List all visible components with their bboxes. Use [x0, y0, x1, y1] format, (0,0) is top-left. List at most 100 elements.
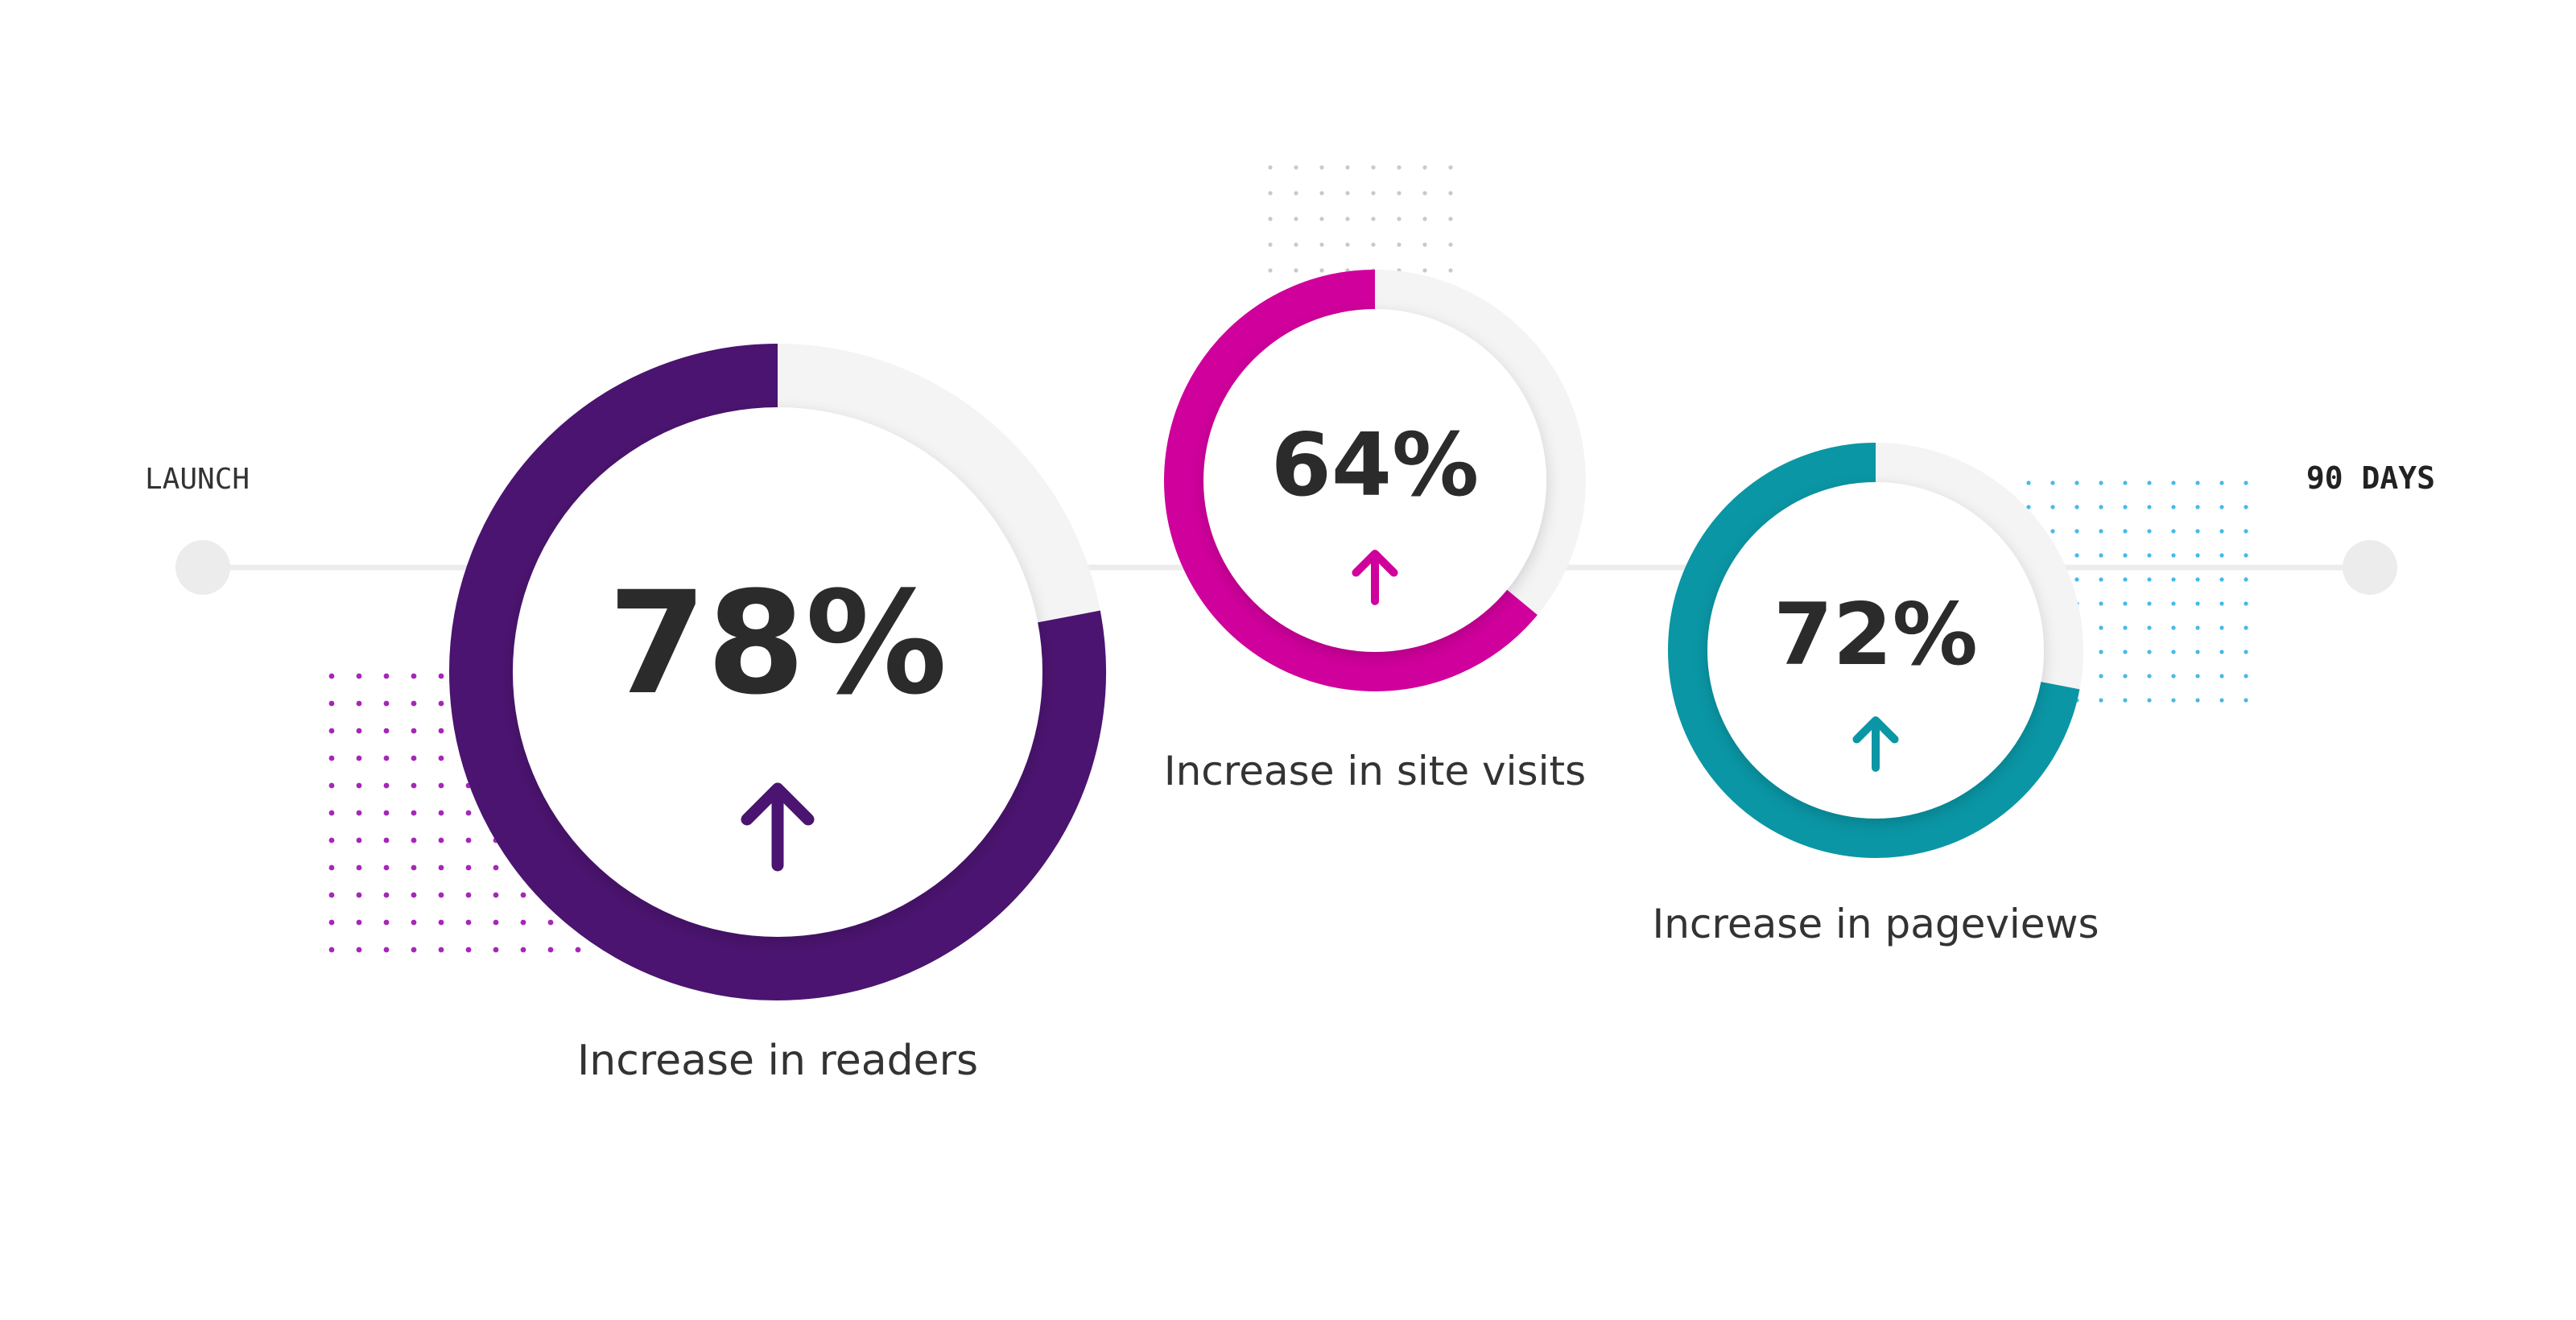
- pattern-dot: [2219, 505, 2224, 509]
- pattern-dot: [383, 947, 390, 953]
- pattern-dot: [2219, 698, 2224, 703]
- pattern-dot: [438, 782, 444, 789]
- pattern-dot: [2123, 601, 2128, 606]
- pattern-dot: [1448, 268, 1453, 273]
- timeline-end-label: 90 DAYS: [2306, 460, 2435, 496]
- dot-pattern-gray: [1268, 165, 1453, 273]
- pattern-dot: [2074, 505, 2079, 509]
- pattern-dot: [520, 947, 526, 953]
- donut-face: [1707, 482, 2044, 819]
- pattern-dot: [2171, 505, 2176, 509]
- pattern-dot: [383, 728, 390, 734]
- pattern-dot: [2123, 505, 2128, 509]
- pattern-dot: [2244, 650, 2248, 654]
- pattern-dot: [2099, 481, 2103, 485]
- pattern-dot: [2195, 505, 2200, 509]
- pattern-dot: [328, 837, 335, 844]
- pattern-dot: [1294, 217, 1298, 221]
- donut-value-arc: [1164, 270, 1538, 691]
- pattern-dot: [356, 810, 362, 816]
- pattern-dot: [411, 864, 417, 871]
- pattern-dot: [465, 810, 472, 816]
- pattern-dot: [438, 755, 444, 761]
- pattern-dot: [2050, 481, 2055, 485]
- donut-caption: Increase in readers: [577, 1037, 978, 1085]
- pattern-dot: [2074, 529, 2079, 534]
- pattern-dot: [2147, 674, 2152, 679]
- pattern-dot: [2171, 481, 2176, 485]
- donut-caption: Increase in site visits: [1164, 748, 1586, 794]
- pattern-dot: [2099, 674, 2103, 679]
- pattern-dot: [383, 810, 390, 816]
- pattern-dot: [465, 947, 472, 953]
- pattern-dot: [2195, 577, 2200, 582]
- pattern-dot: [328, 755, 335, 761]
- pattern-dot: [1319, 242, 1324, 247]
- pattern-dot: [2244, 481, 2248, 485]
- pattern-dot: [1345, 217, 1350, 221]
- pattern-dot: [1422, 165, 1427, 170]
- pattern-dot: [2099, 553, 2103, 558]
- pattern-dot: [356, 919, 362, 926]
- pattern-dot: [328, 673, 335, 679]
- pattern-dot: [547, 947, 554, 953]
- pattern-dot: [411, 837, 417, 844]
- pattern-dot: [2244, 674, 2248, 679]
- pattern-dot: [411, 700, 417, 707]
- pattern-dot: [2123, 674, 2128, 679]
- pattern-dot: [2171, 698, 2176, 703]
- pattern-dot: [1268, 165, 1273, 170]
- pattern-dot: [1345, 165, 1350, 170]
- donut-chart-site-visits: 64% Increase in site visits: [1164, 270, 1586, 794]
- pattern-dot: [493, 919, 499, 926]
- pattern-dot: [1268, 191, 1273, 196]
- pattern-dot: [2147, 577, 2152, 582]
- pattern-dot: [1319, 268, 1324, 273]
- pattern-dot: [1294, 268, 1298, 273]
- pattern-dot: [438, 837, 444, 844]
- pattern-dot: [2123, 698, 2128, 703]
- pattern-dot: [520, 892, 526, 898]
- pattern-dot: [2195, 481, 2200, 485]
- pattern-dot: [1422, 191, 1427, 196]
- pattern-dot: [2147, 650, 2152, 654]
- pattern-dot: [1268, 217, 1273, 221]
- pattern-dot: [438, 864, 444, 871]
- pattern-dot: [356, 700, 362, 707]
- pattern-dot: [2195, 674, 2200, 679]
- pattern-dot: [2074, 481, 2079, 485]
- pattern-dot: [2219, 577, 2224, 582]
- pattern-dot: [465, 837, 472, 844]
- pattern-dot: [383, 782, 390, 789]
- pattern-dot: [2219, 553, 2224, 558]
- pattern-dot: [2195, 650, 2200, 654]
- timeline-start-node: [175, 540, 230, 595]
- arrow-up-icon: [1352, 550, 1398, 605]
- donut-value-label: 64%: [1271, 415, 1480, 516]
- pattern-dot: [328, 919, 335, 926]
- pattern-dot: [411, 673, 417, 679]
- pattern-dot: [328, 947, 335, 953]
- pattern-dot: [383, 837, 390, 844]
- pattern-dot: [2026, 505, 2031, 509]
- donut-chart-pageviews: 72% Increase in pageviews: [1652, 443, 2099, 947]
- pattern-dot: [1422, 217, 1427, 221]
- pattern-dot: [411, 755, 417, 761]
- pattern-dot: [2147, 601, 2152, 606]
- pattern-dot: [2123, 577, 2128, 582]
- pattern-dot: [1422, 242, 1427, 247]
- pattern-dot: [1397, 217, 1402, 221]
- pattern-dot: [438, 947, 444, 953]
- pattern-dot: [2219, 674, 2224, 679]
- arrow-up-icon: [1852, 716, 1899, 772]
- donut-chart-readers: 78% Increase in readers: [449, 344, 1106, 1085]
- pattern-dot: [1319, 217, 1324, 221]
- pattern-dot: [2171, 577, 2176, 582]
- pattern-dot: [356, 755, 362, 761]
- pattern-dot: [1319, 165, 1324, 170]
- donut-face: [513, 407, 1042, 937]
- pattern-dot: [2171, 674, 2176, 679]
- pattern-dot: [2074, 553, 2079, 558]
- pattern-dot: [2171, 529, 2176, 534]
- pattern-dot: [2244, 553, 2248, 558]
